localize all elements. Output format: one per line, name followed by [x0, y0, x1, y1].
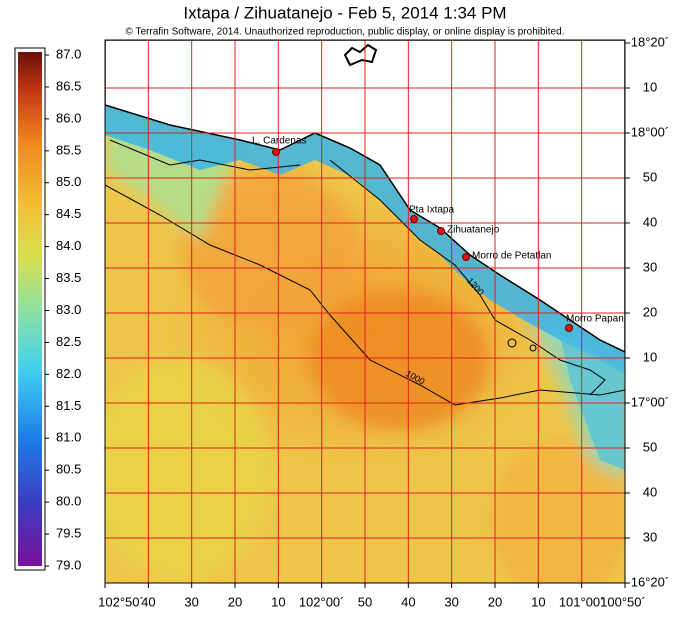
colorbar-label: 80.0 [56, 494, 81, 509]
latitude-label: 40 [643, 484, 657, 499]
colorbar-label: 80.5 [56, 462, 81, 477]
longitude-label: 100°50´ [600, 594, 646, 609]
title: Ixtapa / Zihuatanejo - Feb 5, 2014 1:34 … [183, 3, 506, 22]
latitude-label: 10 [643, 349, 657, 364]
place-label: Morro Papan [566, 314, 624, 325]
latitude-label: 30 [643, 529, 657, 544]
colorbar-label: 82.0 [56, 366, 81, 381]
longitude-label: 102°00´ [299, 594, 345, 609]
colorbar-label: 79.5 [56, 526, 81, 541]
longitude-label: 40 [141, 594, 155, 609]
latitude-label: 50 [643, 439, 657, 454]
subtitle: © Terrafin Software, 2014. Unauthorized … [126, 27, 565, 38]
longitude-label: 40 [401, 594, 415, 609]
colorbar-label: 81.5 [56, 398, 81, 413]
latitude-label: 50 [643, 169, 657, 184]
longitude-label: 30 [184, 594, 198, 609]
latitude-label: 16°20´ [631, 574, 669, 589]
place-marker [462, 253, 470, 261]
latitude-label: 18°00´ [631, 124, 669, 139]
colorbar-label: 82.5 [56, 334, 81, 349]
colorbar-label: 86.0 [56, 110, 81, 125]
latitude-label: 17°00´ [631, 394, 669, 409]
place-marker [410, 215, 418, 223]
place-marker [565, 324, 573, 332]
colorbar-label: 81.0 [56, 430, 81, 445]
latitude-label: 30 [643, 259, 657, 274]
latitude-label: 10 [643, 79, 657, 94]
colorbar [18, 52, 42, 566]
place-label: Morro de Petatlan [472, 251, 552, 262]
colorbar-label: 79.0 [56, 557, 81, 572]
colorbar-label: 85.5 [56, 142, 81, 157]
latitude-label: 20 [643, 304, 657, 319]
colorbar-label: 87.0 [56, 46, 81, 61]
longitude-label: 10 [271, 594, 285, 609]
longitude-label: 30 [444, 594, 458, 609]
colorbar-label: 84.5 [56, 206, 81, 221]
longitude-label: 20 [228, 594, 242, 609]
graticule [105, 40, 625, 583]
colorbar-label: 86.5 [56, 78, 81, 93]
place-label: Zihuatanejo [447, 225, 500, 236]
place-marker [272, 148, 280, 156]
latitude-label: 18°20´ [631, 34, 669, 49]
colorbar-label: 85.0 [56, 174, 81, 189]
colorbar-label: 84.0 [56, 238, 81, 253]
place-marker [437, 227, 445, 235]
longitude-label: 10 [531, 594, 545, 609]
longitude-label: 102°50´ [98, 594, 144, 609]
longitude-label: 50 [358, 594, 372, 609]
map-area [105, 40, 625, 583]
place-label: L. Cardenas [252, 136, 306, 147]
colorbar-label: 83.0 [56, 302, 81, 317]
place-label: Pta Ixtapa [409, 205, 454, 216]
latitude-label: 40 [643, 214, 657, 229]
longitude-label: 101°00´ [559, 594, 605, 609]
longitude-label: 20 [488, 594, 502, 609]
colorbar-label: 83.5 [56, 270, 81, 285]
